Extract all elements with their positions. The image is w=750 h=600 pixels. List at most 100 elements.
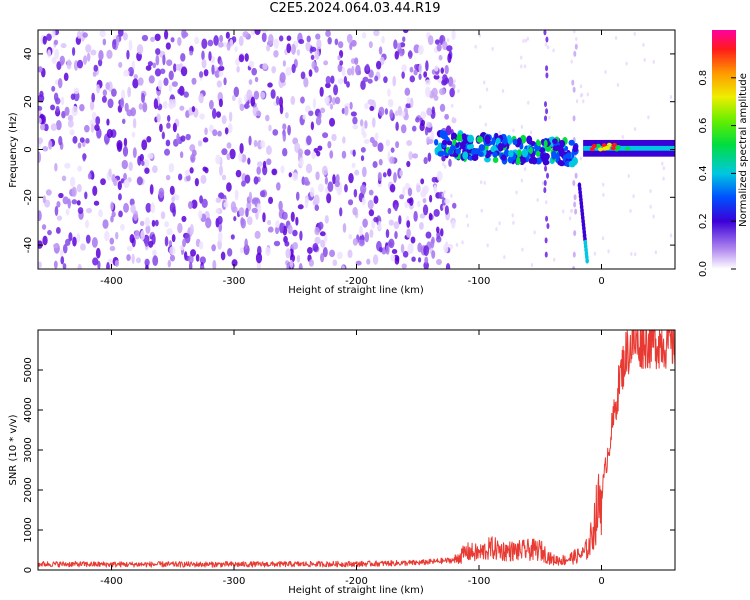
spectrogram-cell	[669, 233, 673, 238]
spectrogram-cell	[342, 136, 346, 144]
spectrogram-cell	[93, 200, 100, 206]
spectrogram-cell	[443, 190, 446, 195]
spectrogram-cell	[374, 75, 379, 82]
colorbar-tick-label: 0.0	[698, 261, 709, 277]
spectrogram-cell	[440, 67, 445, 74]
spectrogram-cell	[447, 53, 452, 64]
spectrogram-cell	[166, 122, 171, 129]
spectrogram-cell	[520, 55, 523, 60]
spectrogram-cell	[51, 56, 57, 64]
spectrogram-cell	[354, 169, 360, 176]
spectrogram-cell	[352, 123, 359, 130]
spectrogram-cell	[359, 225, 363, 237]
spectrogram-cell	[426, 107, 433, 116]
spectrogram-y-axis-label: Frequency (Hz)	[8, 112, 19, 188]
spectrogram-cell	[523, 167, 527, 172]
spectrogram-cell	[185, 133, 191, 141]
spectrogram-cell	[51, 30, 56, 38]
spectrogram-cell	[118, 210, 123, 218]
spectrogram-cell	[38, 137, 43, 144]
spectrogram-cell	[395, 121, 399, 132]
spectrogram-cell	[406, 220, 411, 228]
spectrogram-cell	[167, 259, 172, 268]
spectrogram-cell	[168, 70, 174, 81]
spectrogram-cell	[575, 99, 579, 104]
spectrogram-cell	[467, 134, 475, 143]
spectrogram-cell	[425, 231, 432, 239]
spectrogram-cell	[497, 142, 504, 152]
spectrogram-cell	[256, 166, 261, 175]
spectrogram-cell	[417, 242, 423, 253]
spectrogram-cell	[290, 211, 295, 223]
spectrogram-cell	[173, 63, 177, 73]
spectrogram-cell	[387, 88, 391, 97]
spectrogram-cell	[642, 42, 645, 47]
spectrogram-cell	[455, 142, 460, 148]
spectrogram-cell	[439, 103, 446, 112]
spectrogram-cell	[418, 73, 422, 80]
spectrogram-cell	[160, 211, 166, 220]
spectrogram-cell	[254, 30, 261, 35]
spectrogram-cell	[522, 149, 528, 156]
snr-y-axis-label: SNR (10 * v/v)	[8, 414, 19, 485]
spectrogram-cell	[98, 209, 103, 218]
spectrogram-cell	[108, 168, 112, 178]
spectrogram-cell	[483, 80, 486, 85]
spectrogram-cell	[430, 238, 435, 249]
spectrogram-cell	[546, 222, 550, 229]
spectrogram-cell	[349, 42, 353, 51]
spectrogram-cell	[132, 117, 137, 129]
spectrogram-cell	[69, 176, 76, 188]
spectrogram-cell	[601, 236, 605, 241]
spectrogram-cell	[355, 260, 362, 266]
spectrogram-cell	[582, 99, 585, 104]
spectrogram-cell	[284, 240, 290, 247]
spectrogram-cell	[389, 109, 394, 119]
spectrogram-cell	[334, 38, 339, 46]
spectrogram-cell	[512, 128, 515, 133]
spectrogram-cell	[53, 92, 59, 102]
spectrogram-cell	[166, 114, 171, 122]
spectrogram-cell	[393, 39, 398, 50]
spectrogram-cell	[589, 147, 595, 152]
spectrogram-cell	[130, 204, 136, 214]
spectrogram-cell	[115, 231, 119, 240]
spectrogram-cell	[405, 103, 412, 109]
spectrogram-cell	[602, 146, 608, 151]
spectrogram-cell	[256, 203, 262, 214]
spectrogram-cell	[137, 77, 144, 86]
spectrogram-cell	[390, 254, 396, 262]
spectrogram-cell	[625, 61, 628, 66]
spectrogram-cell	[219, 34, 224, 43]
spectrogram-cell	[135, 257, 142, 264]
spectrogram-cell	[362, 131, 367, 139]
spectrogram-cell	[179, 105, 185, 111]
snr-x-tick-label: -100	[468, 576, 491, 587]
spectrogram-cell	[92, 71, 97, 77]
spectrogram-cell	[465, 214, 469, 219]
spectrogram-cell	[60, 96, 65, 106]
spectrogram-cell	[343, 76, 348, 85]
spectrogram-cell	[434, 39, 440, 45]
spectrogram-cell	[199, 265, 205, 269]
spectrogram-cell	[60, 42, 67, 49]
spectrogram-cell	[310, 54, 315, 61]
spectrogram-cell	[368, 189, 374, 196]
spectrogram-cell	[254, 230, 261, 239]
spectrogram-cell	[227, 247, 233, 257]
spectrogram-cell	[71, 46, 76, 56]
spectrogram-cell	[331, 97, 336, 105]
spectrogram-cell	[61, 110, 66, 119]
spectrogram-cell	[132, 147, 137, 159]
spectrogram-cell	[434, 65, 439, 72]
spectrogram-cell	[253, 139, 258, 147]
spectrogram-cell	[218, 98, 223, 108]
spectrogram-cell	[607, 249, 610, 254]
spectrogram-cell	[66, 59, 72, 70]
spectrogram-y-tick-label: -40	[23, 237, 34, 253]
spectrogram-cell	[297, 148, 303, 157]
spectrogram-cell	[610, 146, 616, 151]
spectrogram-cell	[352, 149, 356, 157]
spectrogram-cell	[289, 259, 294, 269]
